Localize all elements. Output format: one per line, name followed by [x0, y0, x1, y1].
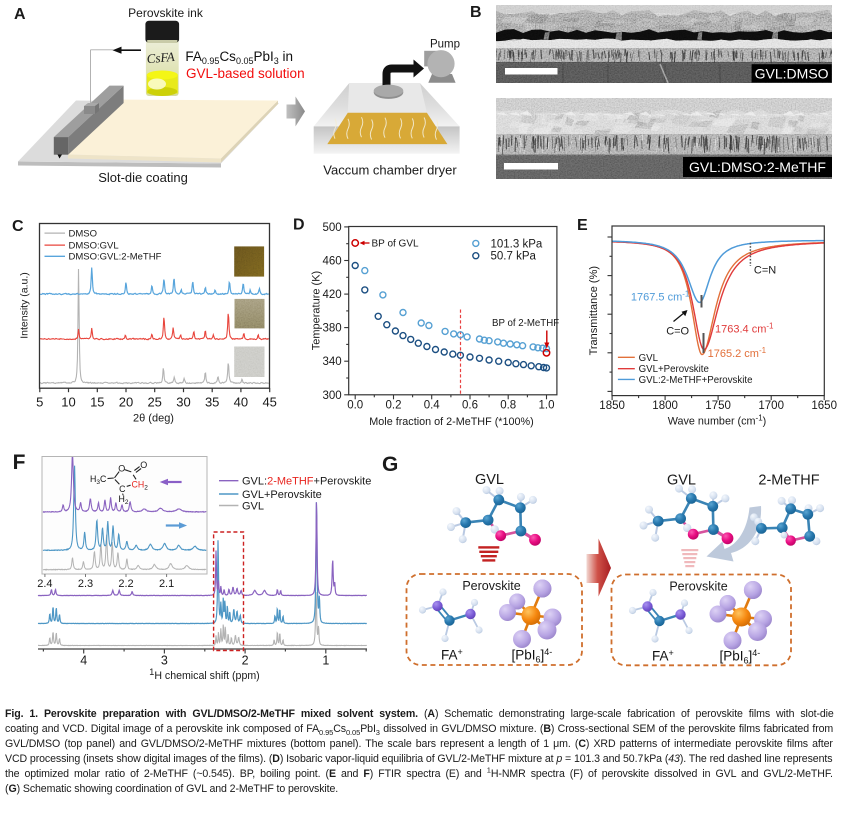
svg-text:CsFA: CsFA — [146, 49, 175, 66]
svg-text:Mole fraction of 2-MeTHF (*100: Mole fraction of 2-MeTHF (*100%) — [369, 416, 533, 428]
svg-text:FA+: FA+ — [441, 647, 463, 663]
svg-text:B: B — [470, 4, 482, 21]
svg-text:Slot-die coating: Slot-die coating — [98, 170, 188, 185]
svg-text:45: 45 — [262, 395, 276, 410]
svg-text:D: D — [293, 217, 305, 234]
svg-text:GVL:2-MeTHF+Perovskite: GVL:2-MeTHF+Perovskite — [639, 375, 753, 386]
svg-text:FA+: FA+ — [652, 648, 674, 664]
svg-text:15: 15 — [90, 395, 104, 410]
svg-text:2: 2 — [242, 654, 249, 668]
svg-text:H2: H2 — [119, 494, 129, 506]
svg-text:GVL: GVL — [667, 473, 696, 489]
svg-text:FA0.95Cs0.05PbI3 in: FA0.95Cs0.05PbI3 in — [185, 49, 293, 66]
svg-text:DMSO: DMSO — [69, 228, 98, 239]
svg-text:Transmittance (%): Transmittance (%) — [588, 266, 600, 355]
svg-text:Perovskite: Perovskite — [669, 580, 727, 594]
svg-text:2.3: 2.3 — [78, 578, 93, 590]
svg-text:C: C — [12, 218, 24, 235]
svg-text:1700: 1700 — [758, 400, 784, 412]
svg-text:1: 1 — [322, 654, 329, 668]
svg-text:4: 4 — [80, 654, 87, 668]
svg-text:BP of GVL: BP of GVL — [372, 239, 420, 250]
svg-text:GVL:DMSO:2-MeTHF: GVL:DMSO:2-MeTHF — [689, 159, 826, 175]
svg-text:3: 3 — [161, 654, 168, 668]
svg-text:C=N: C=N — [754, 265, 776, 277]
svg-text:380: 380 — [323, 323, 342, 335]
svg-text:2-MeTHF: 2-MeTHF — [758, 473, 819, 489]
svg-text:2θ (deg): 2θ (deg) — [133, 413, 174, 425]
svg-text:A: A — [14, 6, 26, 23]
svg-text:DMSO:GVL:2-MeTHF: DMSO:GVL:2-MeTHF — [69, 252, 162, 263]
svg-text:5: 5 — [36, 395, 43, 410]
svg-text:G: G — [382, 453, 398, 476]
svg-text:300: 300 — [323, 390, 342, 402]
svg-text:1H chemical shift (ppm): 1H chemical shift (ppm) — [149, 667, 259, 682]
svg-text:1.0: 1.0 — [539, 400, 555, 412]
svg-text:GVL: GVL — [639, 353, 659, 364]
svg-text:E: E — [577, 217, 588, 234]
svg-text:25: 25 — [147, 395, 161, 410]
svg-text:CH2: CH2 — [132, 479, 149, 491]
svg-text:Perovskite ink: Perovskite ink — [128, 6, 204, 20]
svg-text:O: O — [140, 460, 147, 470]
svg-text:GVL: GVL — [242, 500, 264, 512]
svg-text:Pump: Pump — [430, 39, 460, 51]
svg-text:Wave number (cm-1): Wave number (cm-1) — [668, 414, 767, 428]
svg-text:C: C — [119, 484, 126, 494]
svg-text:10: 10 — [61, 395, 75, 410]
svg-text:2.4: 2.4 — [37, 578, 52, 590]
svg-text:0.8: 0.8 — [500, 400, 516, 412]
svg-text:O: O — [118, 463, 125, 473]
svg-text:1800: 1800 — [652, 400, 678, 412]
svg-text:20: 20 — [119, 395, 133, 410]
svg-text:C=O: C=O — [666, 326, 689, 338]
svg-text:500: 500 — [323, 222, 342, 234]
svg-text:GVL:DMSO: GVL:DMSO — [755, 65, 829, 81]
svg-text:GVL+Perovskite: GVL+Perovskite — [639, 364, 709, 375]
svg-text:1650: 1650 — [811, 400, 837, 412]
svg-text:1767.5 cm-1: 1767.5 cm-1 — [631, 290, 690, 304]
svg-text:0.6: 0.6 — [462, 400, 478, 412]
svg-text:1750: 1750 — [705, 400, 731, 412]
svg-text:340: 340 — [323, 356, 342, 368]
svg-text:40: 40 — [234, 395, 248, 410]
svg-text:2.1: 2.1 — [159, 578, 174, 590]
svg-text:30: 30 — [176, 395, 190, 410]
svg-text:Intensity (a.u.): Intensity (a.u.) — [19, 272, 31, 339]
svg-text:GVL:2-MeTHF+Perovskite: GVL:2-MeTHF+Perovskite — [242, 476, 371, 488]
svg-text:BP of 2-MeTHF: BP of 2-MeTHF — [492, 318, 559, 329]
svg-text:460: 460 — [323, 256, 342, 268]
svg-text:1765.2 cm-1: 1765.2 cm-1 — [708, 346, 767, 360]
svg-text:GVL: GVL — [475, 472, 504, 488]
svg-text:Temperature (K): Temperature (K) — [311, 271, 323, 350]
svg-text:DMSO:GVL: DMSO:GVL — [69, 240, 119, 251]
svg-text:0.4: 0.4 — [424, 400, 441, 412]
svg-text:H3C: H3C — [90, 474, 107, 486]
svg-text:Vaccum chamber dryer: Vaccum chamber dryer — [323, 163, 457, 178]
svg-text:1763.4 cm-1: 1763.4 cm-1 — [715, 322, 774, 336]
svg-text:[PbI6]4-: [PbI6]4- — [720, 648, 761, 666]
svg-text:50.7 kPa: 50.7 kPa — [491, 251, 537, 263]
svg-text:[PbI6]4-: [PbI6]4- — [512, 647, 553, 665]
svg-text:101.3 kPa: 101.3 kPa — [491, 238, 543, 250]
svg-text:420: 420 — [323, 289, 342, 301]
svg-text:GVL+Perovskite: GVL+Perovskite — [242, 489, 322, 501]
svg-text:F: F — [13, 451, 26, 474]
svg-text:GVL-based solution: GVL-based solution — [186, 66, 305, 81]
svg-text:35: 35 — [205, 395, 219, 410]
svg-text:Perovskite: Perovskite — [462, 579, 520, 593]
svg-text:0.2: 0.2 — [386, 400, 402, 412]
svg-text:1850: 1850 — [599, 400, 625, 412]
svg-text:2.2: 2.2 — [118, 578, 133, 590]
svg-text:0.0: 0.0 — [347, 400, 363, 412]
